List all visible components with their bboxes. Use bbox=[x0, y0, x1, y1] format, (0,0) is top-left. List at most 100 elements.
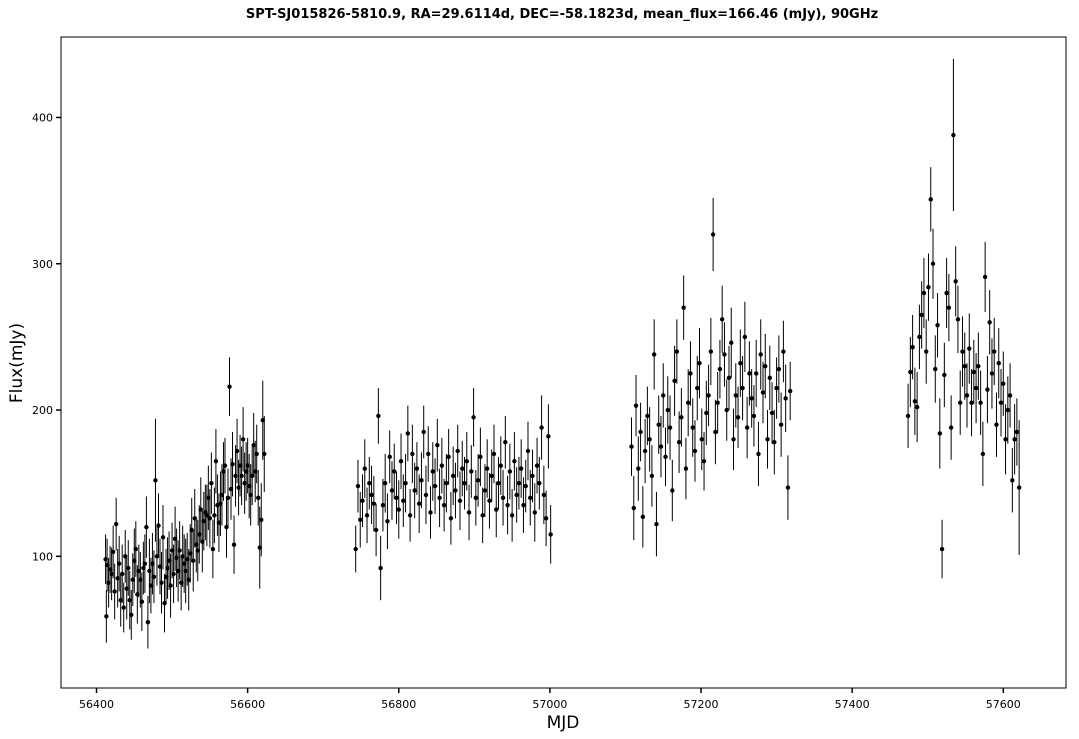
data-point bbox=[448, 516, 454, 521]
data-point bbox=[919, 312, 924, 318]
data-point bbox=[1007, 393, 1013, 398]
data-point bbox=[198, 507, 203, 512]
data-point bbox=[697, 361, 702, 366]
data-point bbox=[151, 574, 157, 580]
data-point bbox=[658, 444, 664, 449]
data-point bbox=[382, 480, 388, 486]
data-point bbox=[731, 437, 736, 442]
data-point bbox=[385, 519, 390, 524]
data-point bbox=[153, 478, 158, 483]
data-point bbox=[967, 346, 972, 351]
data-point bbox=[469, 469, 474, 474]
data-point bbox=[724, 407, 729, 413]
data-point bbox=[212, 513, 217, 518]
data-point bbox=[367, 480, 372, 486]
data-point bbox=[992, 349, 997, 354]
data-point bbox=[638, 429, 643, 435]
data-point bbox=[243, 469, 249, 474]
data-point bbox=[509, 513, 515, 518]
x-axis-ticks: 56400 56600 56800 57000 57200 57400 57600 bbox=[79, 688, 1021, 711]
data-point bbox=[192, 516, 197, 521]
data-point bbox=[150, 561, 155, 566]
data-point bbox=[419, 478, 424, 483]
data-point bbox=[1012, 437, 1017, 442]
data-point bbox=[136, 568, 142, 574]
data-point bbox=[674, 349, 680, 354]
data-point bbox=[960, 349, 965, 354]
data-point bbox=[473, 495, 479, 501]
data-point bbox=[353, 546, 358, 552]
data-point bbox=[252, 469, 258, 474]
data-point bbox=[355, 483, 361, 489]
data-point bbox=[534, 463, 540, 468]
data-point bbox=[912, 399, 918, 404]
data-point bbox=[231, 542, 237, 547]
data-point bbox=[521, 502, 526, 508]
data-point bbox=[169, 548, 175, 553]
data-point bbox=[106, 580, 111, 585]
data-point bbox=[681, 305, 686, 310]
data-point bbox=[148, 583, 154, 588]
data-point bbox=[1005, 407, 1011, 413]
data-point bbox=[987, 320, 992, 325]
data-point bbox=[130, 577, 135, 582]
data-point bbox=[489, 473, 494, 479]
data-point bbox=[132, 558, 137, 563]
data-point bbox=[645, 413, 650, 419]
y-tick-label: 300 bbox=[32, 258, 53, 271]
data-point bbox=[926, 284, 931, 290]
data-point bbox=[239, 473, 244, 479]
data-point bbox=[525, 448, 531, 454]
data-point bbox=[218, 501, 223, 506]
data-point bbox=[195, 548, 200, 553]
data-point bbox=[380, 502, 386, 508]
data-point bbox=[944, 290, 949, 296]
x-tick-label: 57200 bbox=[684, 698, 719, 711]
data-point bbox=[1003, 437, 1008, 442]
data-point bbox=[398, 459, 404, 464]
data-point bbox=[498, 463, 503, 468]
data-point bbox=[249, 473, 255, 479]
x-tick-label: 57400 bbox=[835, 698, 870, 711]
data-point bbox=[539, 425, 544, 430]
data-point bbox=[120, 571, 125, 577]
data-point bbox=[432, 483, 438, 489]
data-point bbox=[781, 349, 786, 354]
data-point bbox=[958, 400, 963, 405]
data-point bbox=[978, 400, 983, 405]
data-point bbox=[996, 361, 1001, 366]
data-point bbox=[184, 557, 190, 562]
data-point bbox=[964, 393, 970, 398]
data-point bbox=[362, 466, 367, 471]
data-point bbox=[676, 440, 682, 445]
data-point bbox=[112, 589, 117, 594]
data-point bbox=[396, 507, 401, 512]
data-point bbox=[194, 542, 199, 547]
data-point bbox=[973, 385, 979, 391]
data-point bbox=[389, 488, 395, 493]
data-point bbox=[530, 473, 535, 479]
data-point bbox=[394, 495, 399, 501]
data-point bbox=[656, 422, 661, 427]
data-point bbox=[661, 393, 666, 398]
data-point bbox=[494, 507, 499, 512]
data-point bbox=[971, 369, 977, 375]
data-point bbox=[756, 451, 761, 457]
data-point bbox=[392, 469, 397, 474]
data-point bbox=[776, 366, 782, 372]
data-point bbox=[405, 431, 411, 436]
data-point bbox=[985, 387, 990, 392]
data-point bbox=[921, 290, 927, 296]
data-point bbox=[142, 561, 148, 566]
data-point bbox=[181, 561, 187, 566]
data-point bbox=[758, 352, 763, 357]
data-point bbox=[426, 451, 431, 457]
data-point bbox=[221, 469, 226, 474]
data-point bbox=[518, 466, 524, 471]
data-point bbox=[636, 466, 641, 471]
data-point bbox=[460, 466, 465, 471]
data-point bbox=[127, 598, 132, 603]
data-point bbox=[156, 523, 161, 528]
data-point bbox=[763, 363, 768, 369]
data-point bbox=[541, 492, 547, 498]
